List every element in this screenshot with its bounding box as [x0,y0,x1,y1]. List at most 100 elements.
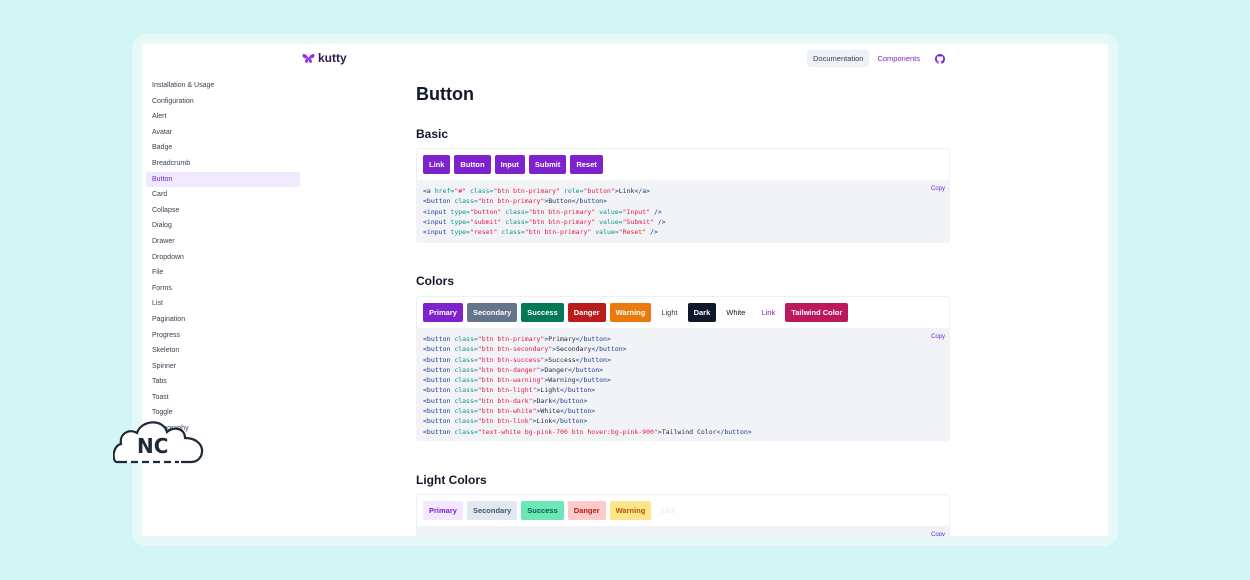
light-colors-demo-panel: Primary Secondary Success Danger Warning Link [416,494,950,526]
code-line: <button class="btn btn-warning">Warning<… [423,375,943,385]
code-line: <input type="submit" class="btn btn-prim… [423,217,943,227]
code-token: "text-white bg-pink-700 btn hover:bg-pin… [477,427,658,436]
code-token: "btn btn-primary" [477,197,545,206]
code-token: Link [618,187,635,195]
sidebar-item[interactable]: Spinner [152,362,177,370]
logo-text: kutty [318,51,347,65]
code-line: <a href="#" class="btn btn-primary" role… [423,186,943,196]
code-token: Primary [548,335,576,343]
sidebar-item[interactable]: Dropdown [152,253,184,261]
light-primary-button[interactable]: Primary [423,501,463,520]
page-title: Button [416,84,474,104]
copy-button[interactable]: Copy [930,532,945,536]
sidebar-item[interactable]: File [152,269,164,277]
light-success-button[interactable]: Success [521,501,564,520]
light-danger-button[interactable]: Danger [567,501,606,520]
basic-input-button[interactable]: Input [494,155,525,174]
color-success-button[interactable]: Success [521,303,564,322]
code-token: <button [423,407,455,416]
code-token: class= [466,187,494,195]
color-light-button[interactable]: Light [655,303,684,322]
code-token: > [532,396,537,405]
code-token: </button> [575,335,611,343]
sidebar-item[interactable]: Forms [152,284,172,292]
code-token: "btn btn-dark" [477,396,533,405]
code-token: "btn btn-warning" [477,376,545,385]
sidebar-item[interactable]: Alert [152,113,167,121]
basic-button-button[interactable]: Button [454,155,491,174]
sidebar-item[interactable]: Breadcrumb [152,159,191,167]
code-token: > [544,355,549,364]
code-token: </button> [560,386,596,395]
code-token: "Input" [622,207,651,216]
basic-submit-button[interactable]: Submit [528,155,567,174]
github-icon[interactable] [934,53,946,65]
code-line: <button class="btn btn-dark">Dark</butto… [423,396,943,406]
code-token: <button [423,365,455,374]
code-token: class= [454,386,478,395]
sidebar-item[interactable]: Collapse [152,206,180,214]
light-secondary-button[interactable]: Secondary [466,501,518,520]
code-token: class= [454,376,478,385]
sidebar-item[interactable]: Tabs [152,378,167,386]
nav-documentation-link[interactable]: Documentation [807,50,870,67]
code-token: /> [650,207,662,216]
color-secondary-button[interactable]: Secondary [466,303,518,322]
section-title-basic: Basic [416,127,449,141]
sidebar-item[interactable]: Drawer [152,237,175,245]
light-link-button[interactable]: Link [655,501,682,520]
colors-code-block: Copy <button class="btn btn-primary">Prim… [416,328,950,441]
color-white-button[interactable]: White [720,303,752,322]
code-line: <button class="btn btn-danger">Danger</b… [423,365,943,375]
code-token: "btn btn-primary" [528,207,596,216]
code-token: class= [454,427,478,436]
sidebar-item[interactable]: Progress [152,331,181,339]
code-line: <button class="btn btn-secondary">Second… [423,344,943,354]
code-token: </button> [716,427,752,436]
nav-components-link[interactable]: Components [877,54,920,63]
sidebar-item[interactable]: Badge [152,144,173,152]
sidebar-item[interactable]: List [152,300,163,308]
code-token: "Submit" [622,217,654,226]
color-primary-button[interactable]: Primary [423,303,463,322]
sidebar-item[interactable]: Avatar [152,128,173,136]
code-token: role= [560,187,584,195]
basic-link-button[interactable]: Link [423,155,451,174]
code-token: "submit" [469,217,502,226]
code-token: > [614,187,619,195]
copy-button[interactable]: Copy [930,186,945,192]
code-token: > [536,386,541,395]
sidebar-item[interactable]: Dialog [152,222,172,230]
sidebar-item[interactable]: Card [152,191,168,199]
color-tailwind-color-button[interactable]: Tailwind Color [785,303,849,322]
basic-reset-button[interactable]: Reset [570,155,603,174]
logo[interactable]: kutty [302,51,347,65]
code-token: <button [423,197,455,206]
copy-button[interactable]: Copy [930,334,945,340]
sidebar-item[interactable]: Button [146,171,300,188]
code-token: "button" [583,187,615,195]
code-token: Warning [548,376,576,385]
header: kutty Documentation Components [142,44,1108,74]
code-line: <button class="btn btn-light">Light</but… [423,385,943,395]
code-token: > [544,197,549,206]
light-warning-button[interactable]: Warning [609,501,652,520]
color-link-button[interactable]: Link [755,303,782,322]
code-token: type= [450,228,470,237]
color-danger-button[interactable]: Danger [567,303,606,322]
sidebar-item[interactable]: Toggle [152,409,173,417]
code-line: <button class="btn btn-primary">Primary<… [423,334,943,344]
color-warning-button[interactable]: Warning [609,303,652,322]
code-token: Danger [544,365,568,374]
colors-demo-panel: Primary Secondary Success Danger Warning Ligh… [416,296,950,328]
code-token: Secondary [556,345,592,354]
sidebar-item[interactable]: Toast [152,393,169,401]
sidebar-item[interactable]: Pagination [152,315,186,323]
sidebar-item[interactable]: Configuration [152,97,194,105]
code-token: > [657,427,662,436]
code-token: "btn btn-danger" [477,365,541,374]
sidebar-item[interactable]: Installation & Usage [152,82,215,89]
color-dark-button[interactable]: Dark [687,303,717,322]
code-token: "btn btn-light" [477,386,537,395]
sidebar-item[interactable]: Skeleton [152,347,180,355]
